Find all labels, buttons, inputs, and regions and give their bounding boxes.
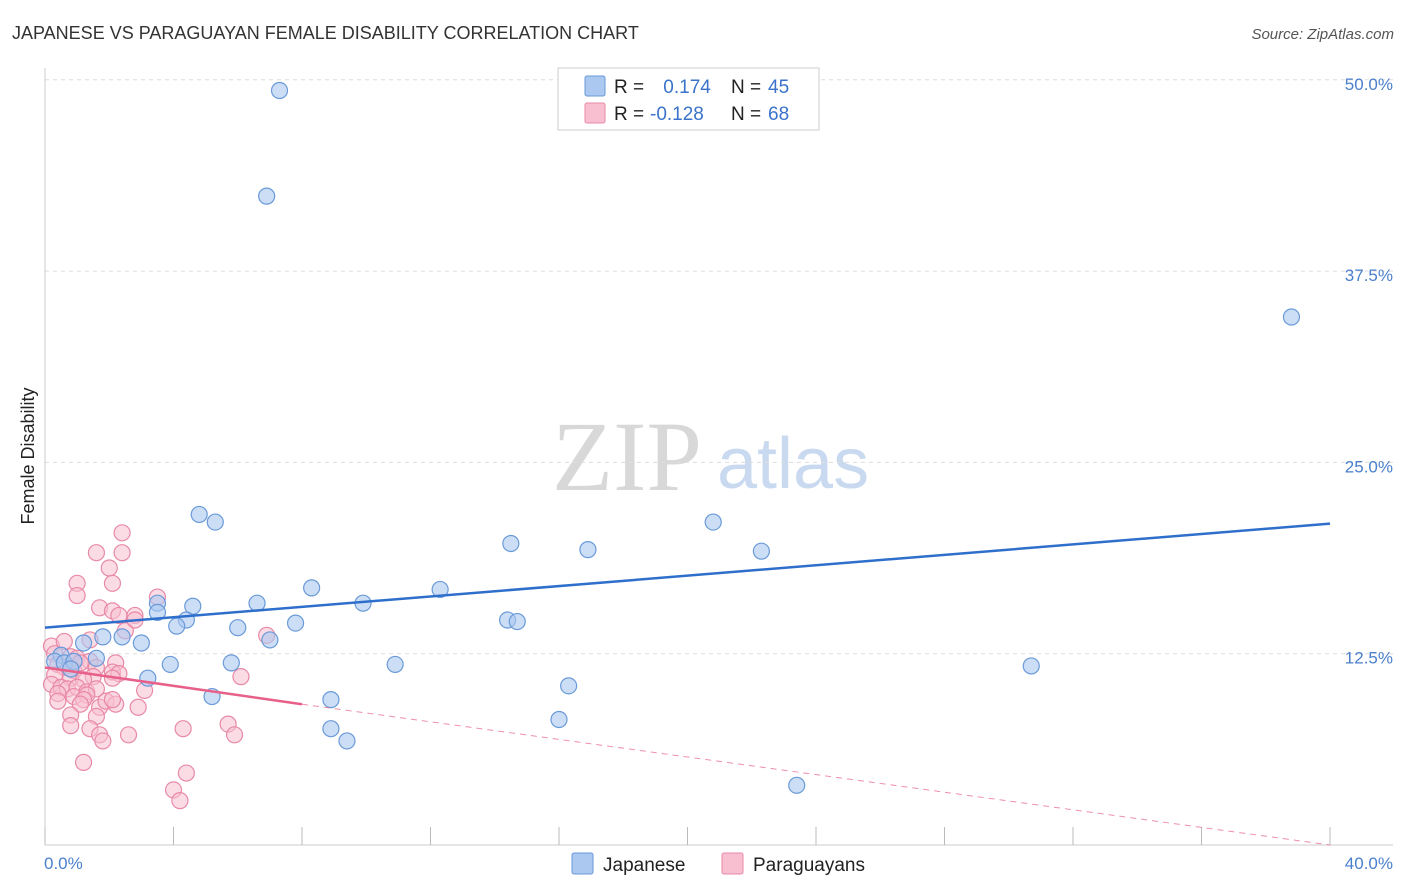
japanese-point-2: [1282, 308, 1301, 326]
paraguayan-point-6: [68, 586, 86, 605]
watermark-atlas: atlas: [717, 424, 869, 504]
y-tick-labels: 12.5% 25.0% 37.5% 50.0%: [1345, 75, 1393, 668]
x-tick-label-max: 40.0%: [1345, 854, 1393, 873]
japanese-point-38: [560, 677, 578, 695]
japanese-point-24: [74, 634, 93, 652]
bottom-legend-swatch-paraguayan: [721, 852, 744, 875]
legend-n-value-paraguayan: 68: [768, 104, 789, 125]
japanese-point-20: [168, 617, 186, 635]
chart-source: Source: ZipAtlas.com: [1251, 26, 1394, 43]
japanese-point-1: [258, 187, 276, 205]
paraguayan-point-46: [49, 692, 67, 710]
japanese-point-34: [222, 654, 240, 672]
japanese-point-17: [508, 612, 526, 631]
legend-n-value-japanese: 45: [768, 77, 789, 98]
bottom-legend-label-japanese: Japanese: [603, 855, 685, 876]
bottom-legend-label-paraguayan: Paraguayans: [753, 855, 865, 876]
japanese-point-12: [248, 594, 266, 612]
paraguayan-point-58: [174, 720, 192, 738]
paraguayan-point-5: [103, 574, 122, 592]
paraguayan-point-63: [74, 753, 93, 771]
japanese-point-36: [1022, 657, 1040, 675]
paraguayan-point-0: [113, 524, 131, 542]
paraguayan-point-2: [113, 544, 131, 562]
japanese-point-40: [322, 691, 340, 709]
y-tick-label-1: 25.0%: [1345, 457, 1393, 476]
legend-n-label-japanese: N =: [731, 77, 761, 98]
legend-r-value-japanese: 0.174: [658, 77, 711, 98]
x-tick-label-min: 0.0%: [44, 854, 83, 873]
japanese-point-5: [704, 513, 722, 531]
paraguayan-point-1: [87, 544, 106, 562]
japanese-point-13: [184, 597, 202, 615]
japanese-point-27: [261, 631, 279, 649]
paraguayan-point-56: [62, 717, 80, 735]
series-legend: Japanese Paraguayans: [571, 852, 865, 876]
japanese-point-26: [113, 628, 131, 646]
paraguayan-point-52: [129, 698, 147, 716]
legend-r-label-paraguayan: R =: [614, 104, 644, 125]
japanese-point-6: [502, 534, 520, 553]
japanese-trendline: [44, 522, 1331, 629]
watermark: ZIP atlas: [552, 401, 869, 512]
japanese-point-32: [62, 660, 80, 678]
paraguayan-point-64: [177, 764, 195, 782]
japanese-point-23: [94, 628, 112, 646]
axes: [44, 68, 1393, 846]
japanese-point-7: [579, 541, 597, 559]
japanese-point-10: [431, 580, 449, 599]
japanese-point-33: [161, 655, 179, 674]
y-axis-label: Female Disability: [18, 387, 38, 524]
paraguayan-trendline: [44, 666, 303, 706]
bottom-legend-swatch-japanese: [571, 852, 594, 875]
paraguayan-point-51: [103, 691, 122, 709]
paraguayan-point-60: [119, 726, 138, 744]
paraguayan-point-62: [94, 732, 112, 750]
chart-title: JAPANESE VS PARAGUAYAN FEMALE DISABILITY…: [12, 23, 639, 43]
japanese-point-42: [322, 720, 340, 738]
japanese-point-41: [550, 710, 568, 729]
japanese-point-21: [229, 619, 247, 637]
japanese-point-3: [190, 505, 208, 524]
japanese-point-15: [148, 603, 167, 621]
japanese-point-0: [270, 81, 289, 100]
gridlines: [45, 79, 1393, 655]
y-tick-label-2: 37.5%: [1345, 266, 1393, 285]
y-tick-label-0: 12.5%: [1345, 649, 1393, 668]
watermark-zip: ZIP: [552, 401, 702, 512]
japanese-point-44: [788, 776, 806, 794]
legend-r-value-paraguayan: -0.128: [650, 104, 704, 125]
paraguayan-point-3: [100, 559, 118, 577]
legend-n-label-paraguayan: N =: [731, 104, 761, 125]
y-tick-label-3: 50.0%: [1345, 75, 1393, 94]
japanese-point-18: [286, 614, 305, 632]
japanese-point-25: [132, 634, 150, 652]
paraguayan-trendline-extrapolated: [301, 703, 1331, 846]
japanese-points: [46, 81, 1301, 794]
legend-r-label-japanese: R =: [614, 77, 644, 98]
paraguayan-point-33: [232, 668, 250, 686]
japanese-point-31: [87, 649, 106, 667]
japanese-point-43: [338, 732, 356, 750]
japanese-point-9: [303, 579, 321, 597]
correlation-legend: R = 0.174 N = 45 R = -0.128 N = 68: [557, 67, 820, 131]
paraguayan-point-47: [71, 695, 89, 713]
paraguayan-point-61: [225, 726, 244, 744]
japanese-point-35: [386, 655, 404, 674]
legend-swatch-paraguayan: [584, 102, 606, 124]
japanese-point-4: [206, 513, 224, 531]
trendlines: [44, 522, 1331, 846]
japanese-point-8: [752, 542, 770, 560]
paraguayan-point-66: [171, 792, 189, 810]
legend-swatch-japanese: [584, 75, 606, 97]
